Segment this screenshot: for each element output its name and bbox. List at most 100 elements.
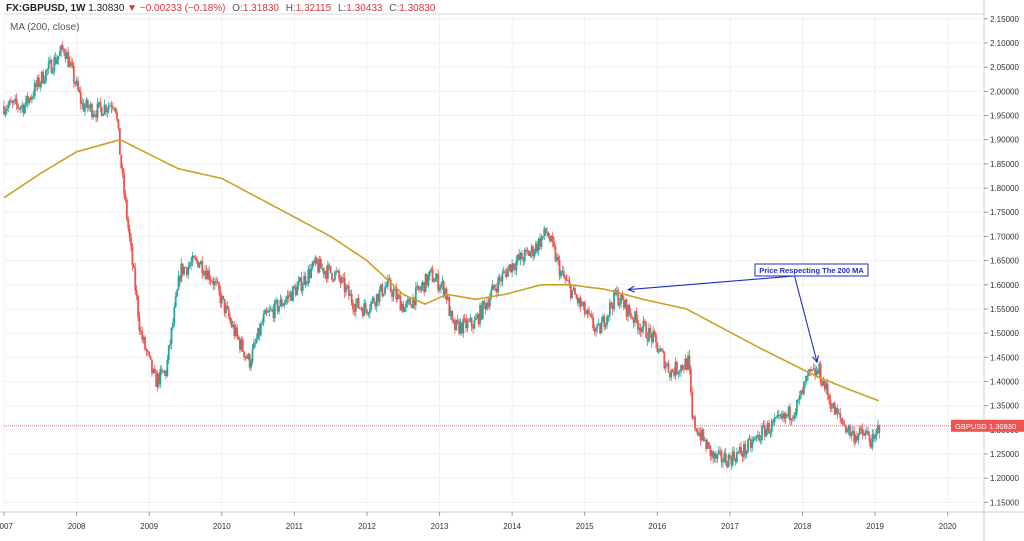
candle-body	[583, 302, 586, 315]
symbol-label[interactable]: FX:GBPUSD, 1W	[6, 3, 86, 14]
candle-body	[7, 105, 10, 109]
candle-body	[285, 298, 287, 303]
low-label: L:	[337, 3, 347, 14]
candle-body	[846, 430, 849, 433]
y-tick-label: 1.35000	[990, 402, 1019, 411]
x-tick-label: 2009	[140, 522, 158, 531]
candle-body	[57, 55, 60, 60]
candle-body	[534, 243, 537, 253]
candle-body	[483, 300, 486, 304]
candle-body	[469, 317, 472, 322]
candle-body	[363, 303, 366, 316]
candle-body	[500, 279, 502, 282]
candle-body	[257, 327, 259, 340]
candle-body	[243, 351, 246, 358]
candle-body	[710, 451, 713, 457]
candle-body	[64, 52, 67, 59]
candle-body	[225, 306, 227, 314]
candle-body	[77, 80, 79, 90]
candle-body	[709, 445, 712, 457]
candle-body	[240, 339, 243, 350]
candle-body	[853, 431, 856, 443]
candle-body	[31, 96, 33, 100]
annotation: Price Respecting The 200 MA	[627, 263, 869, 364]
candle-body	[607, 315, 610, 317]
candle-body	[843, 424, 846, 426]
candle-body	[702, 429, 705, 441]
candle-body	[155, 372, 158, 387]
close-value: 1.30830	[399, 3, 436, 14]
candle-body	[36, 77, 39, 87]
candle-body	[433, 281, 435, 283]
candle-body	[151, 359, 153, 373]
candle-body	[730, 457, 733, 466]
candle-body	[509, 264, 512, 273]
y-tick-label: 1.40000	[990, 377, 1019, 386]
candle-body	[258, 327, 261, 336]
candle-body	[585, 313, 588, 315]
candle-body	[208, 270, 211, 281]
candle-body	[67, 52, 70, 67]
candle-body	[495, 288, 498, 293]
candle-body	[216, 282, 219, 283]
candle-body	[114, 107, 117, 113]
candle-body	[638, 327, 641, 330]
candle-body	[689, 369, 692, 393]
candle-body	[78, 89, 81, 93]
candle-body	[595, 328, 597, 332]
candle-body	[533, 252, 536, 257]
candle-body	[752, 439, 755, 442]
candle-body	[507, 268, 509, 277]
candle-body	[370, 301, 373, 310]
candle-body	[635, 311, 638, 320]
candle-body	[265, 309, 268, 313]
candle-body	[631, 317, 634, 319]
annotation-arrowhead	[812, 355, 819, 364]
candle-body	[381, 284, 384, 296]
candle-body	[21, 104, 24, 108]
candle-body	[222, 295, 225, 299]
candle-body	[667, 363, 670, 373]
candle-body	[117, 119, 120, 129]
candle-body	[230, 320, 233, 327]
candle-body	[149, 355, 152, 360]
candle-body	[737, 451, 740, 453]
candle-body	[204, 270, 206, 275]
candle-body	[541, 236, 544, 238]
candle-body	[223, 298, 226, 314]
candle-body	[254, 342, 257, 344]
indicator-label[interactable]: MA (200, close)	[10, 22, 80, 33]
low-value: 1.30433	[346, 3, 383, 14]
candle-body	[839, 412, 842, 418]
candle-body	[49, 59, 51, 63]
x-tick-label: 2008	[68, 522, 86, 531]
candle-body	[688, 355, 691, 370]
candle-body	[708, 442, 710, 446]
candle-body	[315, 257, 318, 264]
candle-body	[682, 368, 685, 370]
candle-body	[167, 345, 170, 360]
candle-body	[555, 256, 558, 261]
candle-body	[822, 380, 825, 386]
candle-body	[177, 276, 180, 290]
candle-body	[120, 154, 123, 168]
candle-body	[486, 302, 488, 310]
candle-body	[412, 297, 414, 308]
candle-body	[29, 98, 32, 100]
candle-body	[673, 371, 675, 376]
change-arrow-icon: ▼	[127, 3, 138, 14]
y-tick-label: 2.10000	[990, 39, 1019, 48]
candle-body	[213, 280, 216, 285]
candle-body	[754, 437, 756, 440]
candle-body	[103, 104, 106, 115]
candle-body	[264, 309, 266, 315]
candle-body	[232, 324, 234, 327]
candle-body	[166, 359, 169, 377]
candle-body	[144, 337, 146, 350]
candle-body	[617, 290, 620, 306]
candle-body	[14, 98, 17, 101]
candle-body	[467, 321, 470, 322]
candle-body	[28, 98, 31, 104]
candle-body	[565, 279, 568, 281]
